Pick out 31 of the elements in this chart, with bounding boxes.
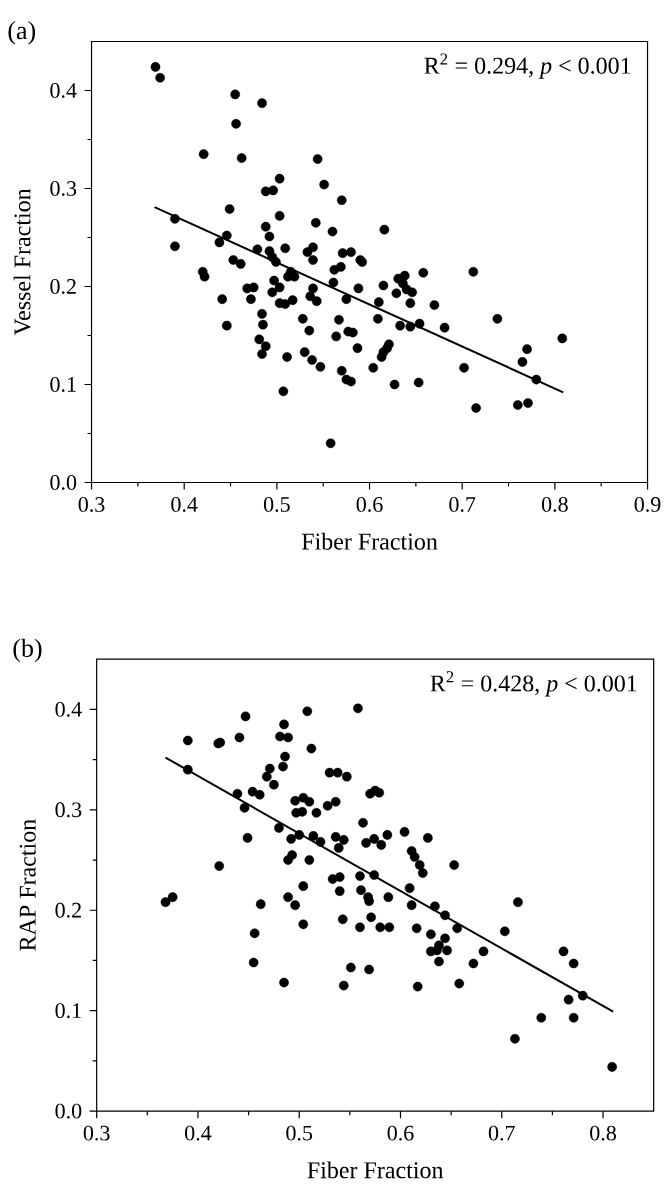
x-tick-label: 0.5 xyxy=(264,497,290,512)
y-tick-label: 0.4 xyxy=(50,83,77,98)
x-tick-label: 0.3 xyxy=(83,1125,110,1141)
y-tick-label: 0.0 xyxy=(50,475,77,490)
y-tick-label: 0.3 xyxy=(55,802,82,818)
y-tick-label: 0.2 xyxy=(55,902,82,918)
x-tick-label: 0.5 xyxy=(286,1125,313,1141)
y-axis-title: Vessel Fraction xyxy=(13,188,31,336)
y-tick-label: 0.1 xyxy=(50,377,76,392)
x-tick-label: 0.4 xyxy=(171,497,198,512)
x-tick-label: 0.7 xyxy=(449,497,476,512)
x-tick-label: 0.7 xyxy=(489,1125,516,1141)
x-tick-label: 0.6 xyxy=(356,497,383,512)
annotation: R$^{2}$ = 0.294, p < 0.001 xyxy=(424,53,631,79)
y-tick-label: 0.0 xyxy=(55,1103,82,1119)
x-axis-title: Fiber Fraction xyxy=(307,1161,444,1179)
chart-title: (a) xyxy=(8,21,36,45)
x-tick-label: 0.9 xyxy=(634,497,661,512)
x-tick-label: 0.6 xyxy=(387,1125,414,1141)
annotation: R$^{2}$ = 0.428, p < 0.001 xyxy=(430,671,637,697)
x-tick-label: 0.8 xyxy=(542,497,568,512)
y-tick-label: 0.3 xyxy=(50,181,77,196)
y-axis-title: RAP Fraction xyxy=(19,819,36,951)
x-tick-label: 0.8 xyxy=(590,1125,617,1141)
y-tick-label: 0.1 xyxy=(55,1003,81,1019)
x-tick-label: 0.3 xyxy=(78,497,105,512)
y-tick-label: 0.2 xyxy=(50,279,76,294)
chart-title: (b) xyxy=(13,638,42,663)
x-tick-label: 0.4 xyxy=(185,1125,212,1141)
x-axis-title: Fiber Fraction xyxy=(302,532,438,550)
y-tick-label: 0.4 xyxy=(55,701,82,717)
